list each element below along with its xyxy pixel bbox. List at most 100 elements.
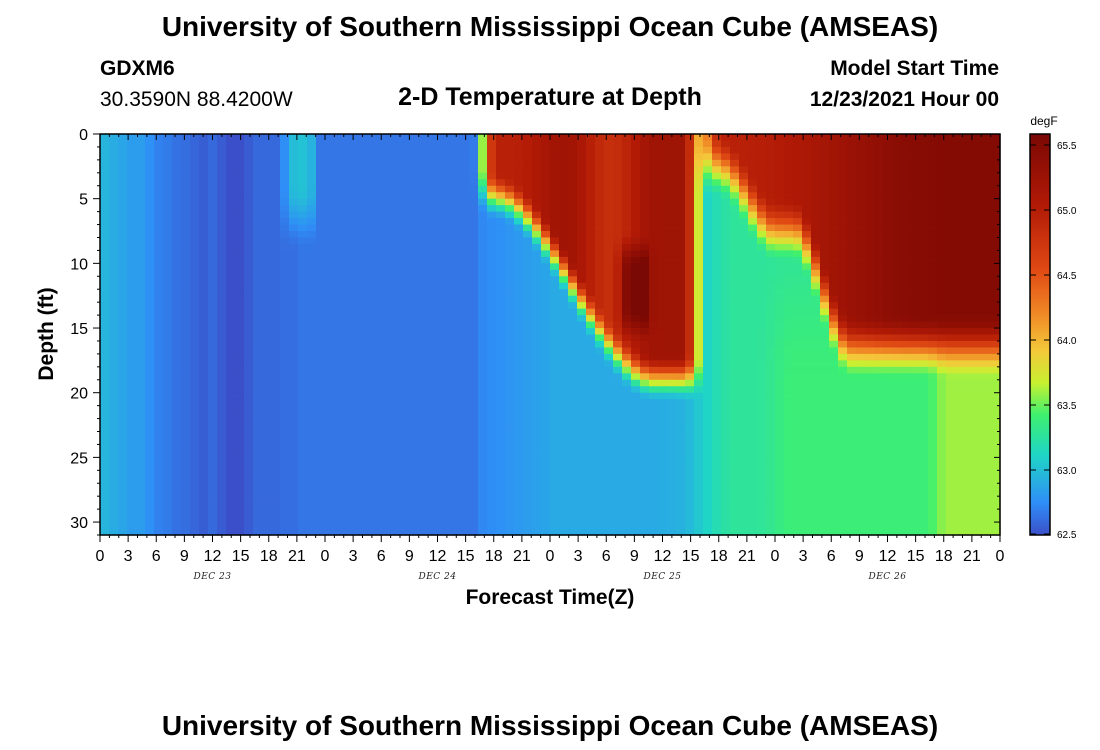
heatmap-cell	[433, 315, 443, 323]
heatmap-cell	[190, 399, 200, 407]
heatmap-cell	[370, 509, 380, 517]
heatmap-cell	[181, 412, 191, 420]
heatmap-cell	[775, 399, 785, 407]
heatmap-cell	[820, 218, 830, 226]
heatmap-cell	[379, 450, 389, 458]
heatmap-cell	[712, 134, 722, 142]
heatmap-cell	[271, 269, 281, 277]
heatmap-cell	[469, 483, 479, 491]
heatmap-cell	[100, 353, 110, 361]
heatmap-cell	[451, 418, 461, 426]
heatmap-cell	[406, 502, 416, 510]
heatmap-cell	[370, 315, 380, 323]
heatmap-cell	[235, 379, 245, 387]
heatmap-cell	[280, 153, 290, 161]
heatmap-cell	[622, 373, 632, 381]
heatmap-cell	[100, 470, 110, 478]
heatmap-cell	[424, 185, 434, 193]
heatmap-cell	[667, 425, 677, 433]
heatmap-cell	[415, 334, 425, 342]
heatmap-cell	[289, 321, 299, 329]
heatmap-cell	[172, 515, 182, 523]
heatmap-cell	[622, 528, 632, 536]
heatmap-cell	[136, 224, 146, 232]
heatmap-cell	[802, 425, 812, 433]
heatmap-cell	[613, 321, 623, 329]
heatmap-cell	[793, 522, 803, 530]
heatmap-cell	[136, 509, 146, 517]
heatmap-cell	[784, 528, 794, 536]
heatmap-cell	[766, 444, 776, 452]
heatmap-cell	[604, 146, 614, 155]
heatmap-cell	[289, 302, 299, 310]
heatmap-cell	[163, 192, 173, 200]
heatmap-cell	[244, 224, 254, 232]
heatmap-cell	[739, 172, 749, 180]
heatmap-cell	[586, 476, 596, 484]
heatmap-cell	[271, 172, 281, 180]
heatmap-cell	[568, 140, 578, 148]
heatmap-cell	[199, 211, 209, 219]
heatmap-cell	[577, 263, 587, 271]
heatmap-cell	[190, 431, 200, 439]
heatmap-cell	[127, 218, 137, 226]
heatmap-cell	[100, 231, 110, 239]
heatmap-cell	[568, 243, 578, 252]
heatmap-cell	[730, 134, 740, 142]
heatmap-cell	[199, 444, 209, 452]
heatmap-cell	[703, 450, 713, 458]
heatmap-cell	[208, 237, 218, 245]
heatmap-cell	[289, 444, 299, 452]
heatmap-cell	[163, 522, 173, 530]
heatmap-cell	[154, 515, 164, 523]
heatmap-cell	[586, 282, 596, 290]
heatmap-cell	[550, 321, 560, 329]
heatmap-cell	[370, 431, 380, 439]
heatmap-cell	[109, 315, 119, 323]
heatmap-cell	[730, 218, 740, 226]
heatmap-cell	[136, 276, 146, 284]
heatmap-cell	[487, 463, 497, 471]
heatmap-cell	[559, 192, 569, 200]
heatmap-cell	[685, 457, 695, 465]
heatmap-cell	[622, 463, 632, 471]
heatmap-cell	[325, 269, 335, 277]
heatmap-cell	[811, 463, 821, 471]
heatmap-cell	[379, 256, 389, 264]
heatmap-cell	[730, 476, 740, 484]
heatmap-cell	[622, 496, 632, 504]
heatmap-cell	[685, 515, 695, 523]
heatmap-cell	[253, 457, 263, 465]
heatmap-cell	[442, 205, 452, 213]
heatmap-cell	[541, 444, 551, 452]
heatmap-cell	[190, 315, 200, 323]
heatmap-cell	[631, 205, 641, 213]
heatmap-cell	[145, 198, 155, 206]
heatmap-cell	[172, 444, 182, 452]
heatmap-cell	[253, 379, 263, 387]
heatmap-cell	[226, 431, 236, 439]
heatmap-cell	[523, 146, 533, 155]
heatmap-cell	[190, 463, 200, 471]
heatmap-cell	[181, 295, 191, 303]
heatmap-cell	[262, 250, 272, 258]
heatmap-cell	[172, 192, 182, 200]
heatmap-cell	[136, 476, 146, 484]
heatmap-cell	[748, 192, 758, 200]
heatmap-cell	[172, 295, 182, 303]
heatmap-cell	[766, 386, 776, 394]
heatmap-cell	[244, 289, 254, 297]
heatmap-cell	[460, 276, 470, 284]
heatmap-cell	[703, 179, 713, 187]
heatmap-cell	[559, 308, 569, 316]
heatmap-cell	[757, 476, 767, 484]
heatmap-cell	[604, 515, 614, 523]
heatmap-cell	[721, 211, 731, 219]
heatmap-cell	[496, 476, 506, 484]
heatmap-cell	[568, 353, 578, 361]
heatmap-cell	[478, 243, 488, 252]
heatmap-cell	[721, 269, 731, 277]
heatmap-cell	[226, 179, 236, 187]
heatmap-cell	[316, 340, 326, 349]
heatmap-cell	[109, 340, 119, 349]
